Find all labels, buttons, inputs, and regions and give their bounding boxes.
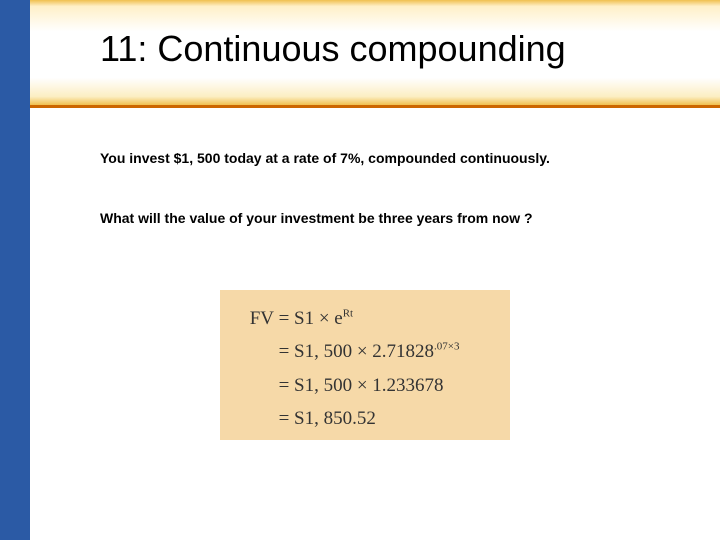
formula-rhs-3: S1, 500 × 1.233678 xyxy=(294,369,444,402)
problem-statement-1: You invest $1, 500 today at a rate of 7%… xyxy=(100,150,670,166)
exponent-2: .07×3 xyxy=(434,341,459,353)
formula-row-2: = S1, 500 × 2.71828.07×3 xyxy=(236,335,494,368)
left-accent-bar xyxy=(0,0,30,540)
slide-body: You invest $1, 500 today at a rate of 7%… xyxy=(100,130,670,226)
formula-lhs: FV xyxy=(236,302,274,335)
formula-rhs-1: S1 × eRt xyxy=(294,302,353,335)
equals-sign: = xyxy=(274,335,294,368)
equals-sign: = xyxy=(274,402,294,435)
formula-box: FV = S1 × eRt = S1, 500 × 2.71828.07×3 =… xyxy=(220,290,510,440)
horizontal-rule xyxy=(30,105,720,108)
formula-rhs-4: S1, 850.52 xyxy=(294,402,376,435)
equals-sign: = xyxy=(274,369,294,402)
formula-row-3: = S1, 500 × 1.233678 xyxy=(236,369,494,402)
problem-statement-2: What will the value of your investment b… xyxy=(100,210,670,226)
equals-sign: = xyxy=(274,302,294,335)
formula-row-4: = S1, 850.52 xyxy=(236,402,494,435)
formula-row-1: FV = S1 × eRt xyxy=(236,302,494,335)
formula-rhs-2: S1, 500 × 2.71828.07×3 xyxy=(294,335,460,368)
slide-title: 11: Continuous compounding xyxy=(100,28,566,70)
exponent-1: Rt xyxy=(343,308,353,320)
